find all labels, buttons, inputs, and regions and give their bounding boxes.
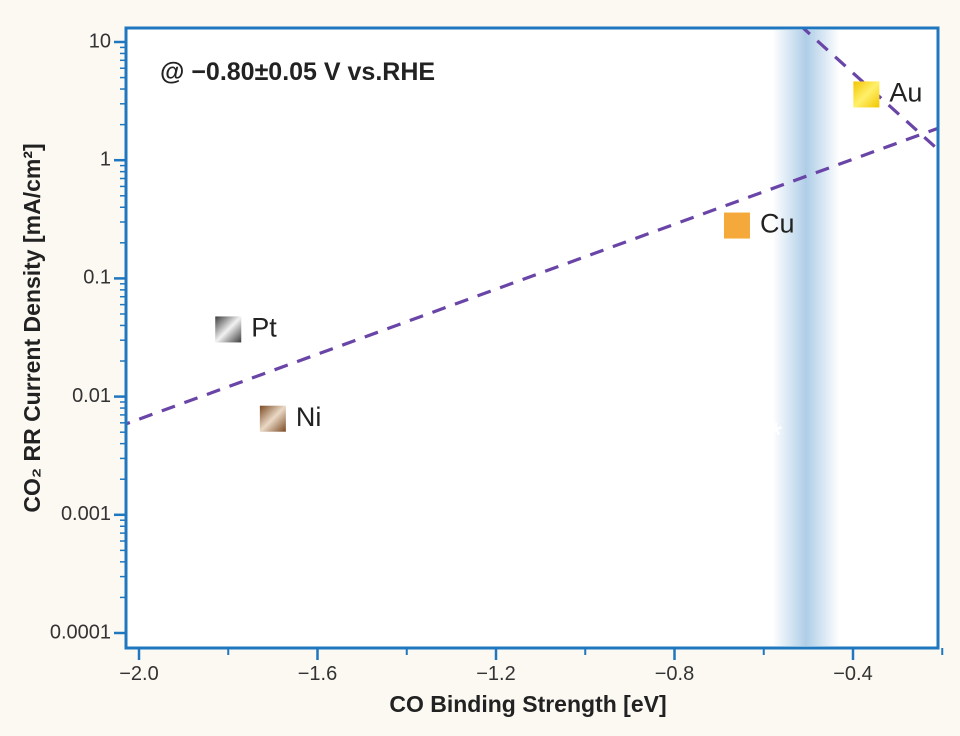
point-pt	[215, 316, 242, 343]
x-tick-label-3: −0.8	[655, 663, 694, 685]
point-label-au: Au	[889, 78, 922, 108]
y-tick-label-0: 10	[89, 30, 111, 52]
x-tick-label-2: −1.2	[476, 663, 515, 685]
point-label-cu: Cu	[760, 209, 795, 239]
plot-frame	[124, 26, 940, 650]
y-tick-label-3: 0.01	[72, 385, 111, 407]
point-cu	[723, 212, 750, 239]
trend-line-0	[126, 126, 938, 426]
x-tick-label-1: −1.6	[298, 663, 337, 685]
point-label-ni: Ni	[296, 402, 322, 432]
y-tick-label-4: 0.001	[61, 503, 111, 525]
point-au	[853, 81, 880, 108]
x-axis-title: CO Binding Strength [eV]	[389, 691, 666, 717]
condition-annotation: @ −0.80±0.05 V vs.RHE	[160, 58, 435, 86]
y-tick-label-1: 1	[100, 148, 111, 170]
region-label-1: CO(g)	[847, 417, 940, 455]
x-tick-label-0: −2.0	[119, 663, 158, 685]
x-tick-label-4: −0.4	[833, 663, 872, 685]
y-axis-title: CO₂ RR Current Density [mA/cm²]	[19, 143, 45, 512]
region-label-0: CO*	[718, 417, 782, 455]
point-label-pt: Pt	[251, 313, 277, 343]
y-tick-label-2: 0.1	[83, 267, 111, 289]
transition-band	[772, 30, 840, 646]
point-ni	[259, 405, 286, 432]
y-tick-label-5: 0.0001	[50, 621, 111, 643]
